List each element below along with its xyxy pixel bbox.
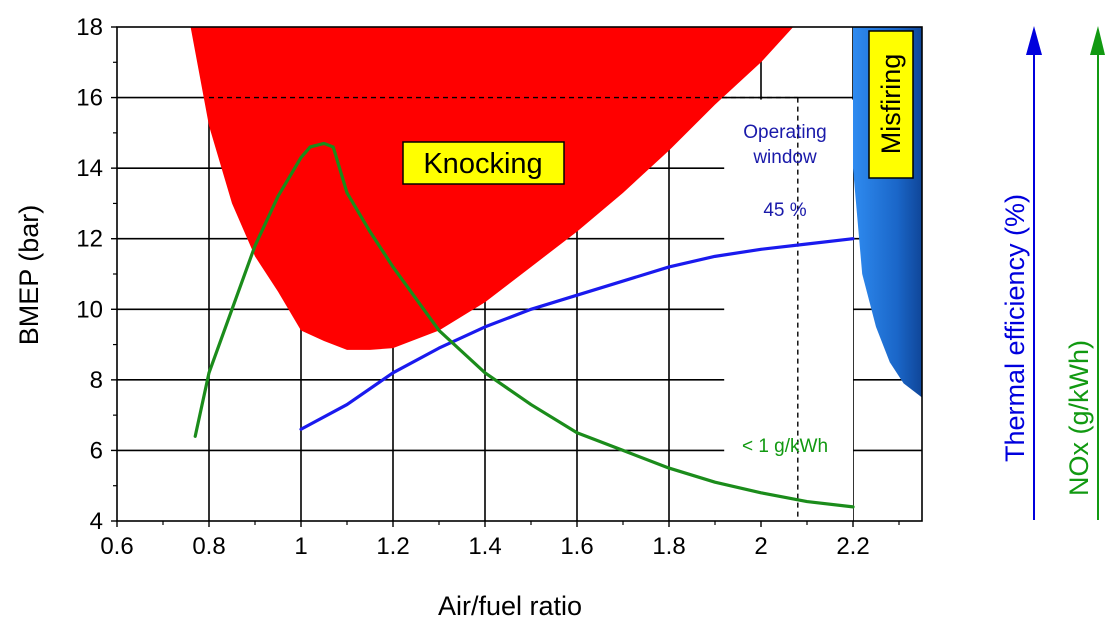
x-tick-label: 2: [754, 533, 767, 560]
x-tick-label: 1: [294, 533, 307, 560]
knocking-text: Knocking: [423, 148, 542, 180]
series: [193, 141, 855, 509]
y-tick-label: 12: [76, 226, 103, 253]
y-tick-label: 8: [90, 367, 103, 394]
knocking-label: Knocking: [402, 141, 565, 185]
y-tick-label: 6: [90, 437, 103, 464]
y-tick-label: 16: [76, 85, 103, 112]
x-tick-label: 0.6: [100, 533, 133, 560]
y-tick-label: 4: [90, 508, 103, 535]
x-tick-label: 0.8: [192, 533, 225, 560]
nox-value-label: < 1 g/kWh: [742, 436, 828, 457]
operating-window-box: [724, 99, 853, 522]
x-tick-label: 2.2: [836, 533, 869, 560]
y-tick-label: 14: [76, 155, 103, 182]
y-tick-label: 10: [76, 296, 103, 323]
thermal-efficiency-line: [299, 237, 855, 431]
x-tick-label: 1.6: [560, 533, 593, 560]
operating-window: [209, 96, 853, 522]
ticks: 0.6 0.8 1 1.2 1.4 1.6 1.8 2 2.2 4 6 8 10 12 14 16 18: [76, 14, 900, 560]
y-axis-title: BMEP (bar): [14, 205, 44, 346]
misfiring-text: Misfiring: [876, 54, 906, 155]
x-tick-label: 1.2: [376, 533, 409, 560]
misfiring-label: Misfiring: [868, 30, 914, 179]
thermal-efficiency-axis-label: Thermal efficiency (%): [1000, 194, 1030, 462]
nox-line: [193, 141, 855, 509]
y-tick-label: 18: [76, 14, 103, 41]
arrow-up-icon: [1090, 26, 1105, 55]
nox-axis-label: NOx (g/kWh): [1064, 340, 1094, 496]
x-tick-label: 1.8: [652, 533, 685, 560]
thermal-efficiency-axis: Thermal efficiency (%): [1000, 26, 1042, 520]
x-axis-title: Air/fuel ratio: [438, 591, 582, 621]
knocking-region: [190, 27, 794, 350]
efficiency-value-label: 45 %: [763, 200, 806, 221]
arrow-up-icon: [1026, 26, 1042, 55]
x-tick-label: 1.4: [468, 533, 501, 560]
operating-window-label-line1: Operating: [743, 122, 826, 143]
operating-window-label-line2: window: [752, 147, 817, 168]
nox-axis: NOx (g/kWh): [1064, 26, 1105, 520]
